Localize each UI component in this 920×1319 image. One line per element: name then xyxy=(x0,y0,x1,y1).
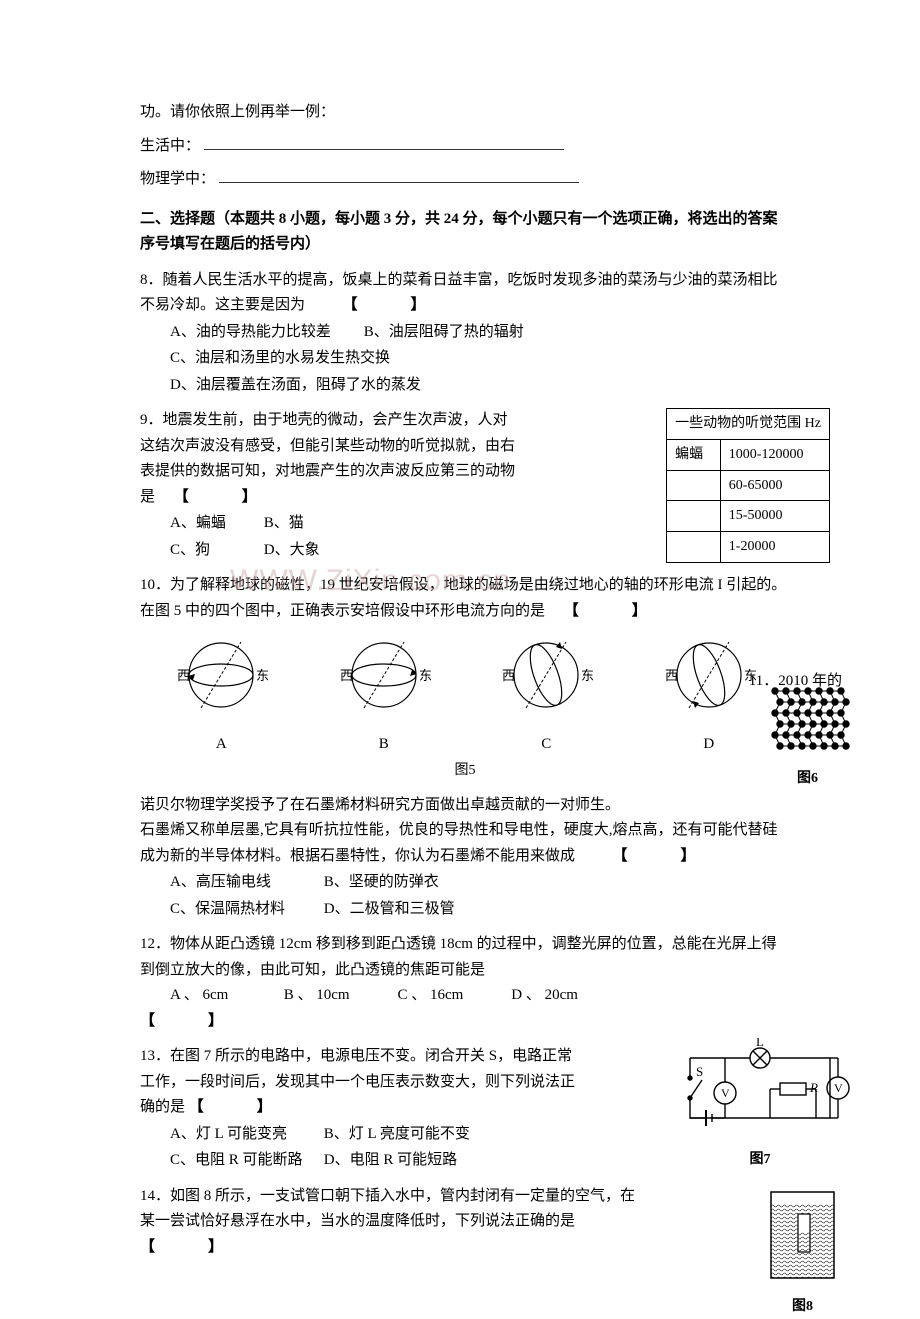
q9-opt-d: D、大象 xyxy=(264,538,354,564)
q11-opt-d: D、二极管和三极管 xyxy=(324,897,474,923)
physics-line: 物理学中： xyxy=(140,167,790,193)
svg-text:东: 东 xyxy=(256,668,269,683)
q8-text: 8．随着人民生活水平的提高，饭桌上的菜肴日益丰富，吃饭时发现多油的菜汤与少油的菜… xyxy=(140,272,778,314)
q13-opt-b: B、灯 L 亮度可能不变 xyxy=(324,1122,474,1148)
q9-r2c0 xyxy=(667,501,721,532)
svg-text:V: V xyxy=(721,1086,730,1100)
q8: 8．随着人民生活水平的提高，饭桌上的菜肴日益丰富，吃饭时发现多油的菜汤与少油的菜… xyxy=(140,268,790,399)
q11-opt-a: A、高压输电线 xyxy=(170,870,320,896)
q12-opt-b: B 、 10cm xyxy=(284,983,394,1009)
q9: 9．地震发生前，由于地壳的微动，会产生次声波，人对这结次声波没有感受，但能引某些… xyxy=(140,408,790,563)
q12: 12．物体从距凸透镜 12cm 移到移到距凸透镜 18cm 的过程中，调整光屏的… xyxy=(140,932,790,1034)
q11-opt-c: C、保温隔热材料 xyxy=(170,897,320,923)
q9-table-header: 一些动物的听觉范围 Hz xyxy=(667,409,830,440)
q13-opt-c: C、电阻 R 可能断路 xyxy=(170,1148,320,1174)
svg-text:东: 东 xyxy=(581,668,594,683)
q11-text1: 诺贝尔物理学奖授予了在石墨烯材料研究方面做出卓越贡献的一对师生。 xyxy=(140,793,790,819)
q12-opt-a: A 、 6cm xyxy=(170,983,280,1009)
svg-text:R: R xyxy=(809,1080,818,1095)
q8-opt-d: D、油层覆盖在汤面，阻碍了水的蒸发 xyxy=(170,377,421,393)
fig5-caption: 图5 xyxy=(140,759,790,783)
fig7: S L R V V 图7 xyxy=(670,1038,850,1171)
svg-text:L: L xyxy=(756,1038,764,1049)
q9-r2c1: 15-50000 xyxy=(720,501,829,532)
svg-text:V: V xyxy=(834,1081,843,1095)
q12-text: 12．物体从距凸透镜 12cm 移到移到距凸透镜 18cm 的过程中，调整光屏的… xyxy=(140,932,790,983)
q9-table: 一些动物的听觉范围 Hz 蝙蝠1000-120000 60-65000 15-5… xyxy=(666,408,830,563)
q8-opt-b: B、油层阻碍了热的辐射 xyxy=(364,320,554,346)
q9-r1c1: 60-65000 xyxy=(720,470,829,501)
life-line: 生活中： xyxy=(140,134,790,160)
q9-opt-b: B、猫 xyxy=(264,511,354,537)
q11: 11．2010 年的 图6 诺贝尔物理学奖授予了在石墨烯材料研究方面做出卓越贡献… xyxy=(140,793,790,923)
fig6-caption: 图6 xyxy=(765,767,850,791)
globe-a-label: A xyxy=(171,732,271,758)
fig6: 图6 xyxy=(765,683,850,791)
globe-d: 西 东 D xyxy=(659,630,759,757)
q13-opt-d: D、电阻 R 可能短路 xyxy=(324,1148,474,1174)
q11-opt-b: B、坚硬的防弹衣 xyxy=(324,870,474,896)
svg-text:S: S xyxy=(696,1064,703,1079)
q9-r1c0 xyxy=(667,470,721,501)
q9-bracket: 【 】 xyxy=(174,489,259,505)
life-blank xyxy=(204,135,564,150)
q13-opt-a: A、灯 L 可能变亮 xyxy=(170,1122,320,1148)
q9-opt-a: A、蝙蝠 xyxy=(170,511,260,537)
q8-opt-a: A、油的导热能力比较差 xyxy=(170,320,360,346)
q8-opt-c: C、油层和汤里的水易发生热交换 xyxy=(170,350,390,366)
intro-line1: 功。请你依照上例再举一例： xyxy=(140,100,790,126)
globe-c-label: C xyxy=(496,732,596,758)
physics-label: 物理学中： xyxy=(140,171,215,187)
physics-blank xyxy=(219,168,579,183)
fig8-caption: 图8 xyxy=(765,1295,840,1319)
globe-c: 西 东 C xyxy=(496,630,596,757)
q8-bracket: 【 】 xyxy=(343,297,428,313)
q12-opt-c: C 、 16cm xyxy=(398,983,508,1009)
globe-d-label: D xyxy=(659,732,759,758)
q9-r3c1: 1-20000 xyxy=(720,532,829,563)
svg-text:西: 西 xyxy=(340,668,353,683)
section2-header: 二、选择题（本题共 8 小题，每小题 3 分，共 24 分，每个小题只有一个选项… xyxy=(140,207,790,258)
q11-bracket: 【 】 xyxy=(613,848,698,864)
q10-text: 10．为了解释地球的磁性，19 世纪安培假设，地球的磁场是由绕过地心的轴的环形电… xyxy=(140,577,786,619)
q10-bracket: 【 】 xyxy=(564,603,649,619)
svg-text:西: 西 xyxy=(177,668,190,683)
svg-text:东: 东 xyxy=(419,668,432,683)
q12-bracket: 【 】 xyxy=(140,1013,225,1029)
q13: S L R V V 图7 13．在图 7 所示的电路中，电源电压不变。闭合开关 … xyxy=(140,1044,790,1174)
q9-r3c0 xyxy=(667,532,721,563)
q9-opt-c: C、狗 xyxy=(170,538,260,564)
q12-opt-d: D 、 20cm xyxy=(511,983,621,1009)
fig7-caption: 图7 xyxy=(670,1148,850,1172)
q14-bracket: 【 】 xyxy=(140,1239,225,1255)
q9-r0c0: 蝙蝠 xyxy=(667,439,721,470)
q14-text: 14．如图 8 所示，一支试管口朝下插入水中，管内封闭有一定量的空气，在某一尝试… xyxy=(140,1188,635,1230)
life-label: 生活中： xyxy=(140,138,200,154)
q14: 图8 14．如图 8 所示，一支试管口朝下插入水中，管内封闭有一定量的空气，在某… xyxy=(140,1184,790,1261)
globe-b: 西 东 B xyxy=(334,630,434,757)
globe-a: 西 东 A xyxy=(171,630,271,757)
svg-text:西: 西 xyxy=(665,668,678,683)
globe-b-label: B xyxy=(334,732,434,758)
q10: 10．为了解释地球的磁性，19 世纪安培假设，地球的磁场是由绕过地心的轴的环形电… xyxy=(140,573,790,783)
q9-r0c1: 1000-120000 xyxy=(720,439,829,470)
svg-text:西: 西 xyxy=(502,668,515,683)
q13-bracket: 【 】 xyxy=(189,1099,274,1115)
fig5-row: 西 东 A 西 东 B 西 东 xyxy=(140,630,790,757)
fig8: 图8 xyxy=(765,1184,840,1319)
